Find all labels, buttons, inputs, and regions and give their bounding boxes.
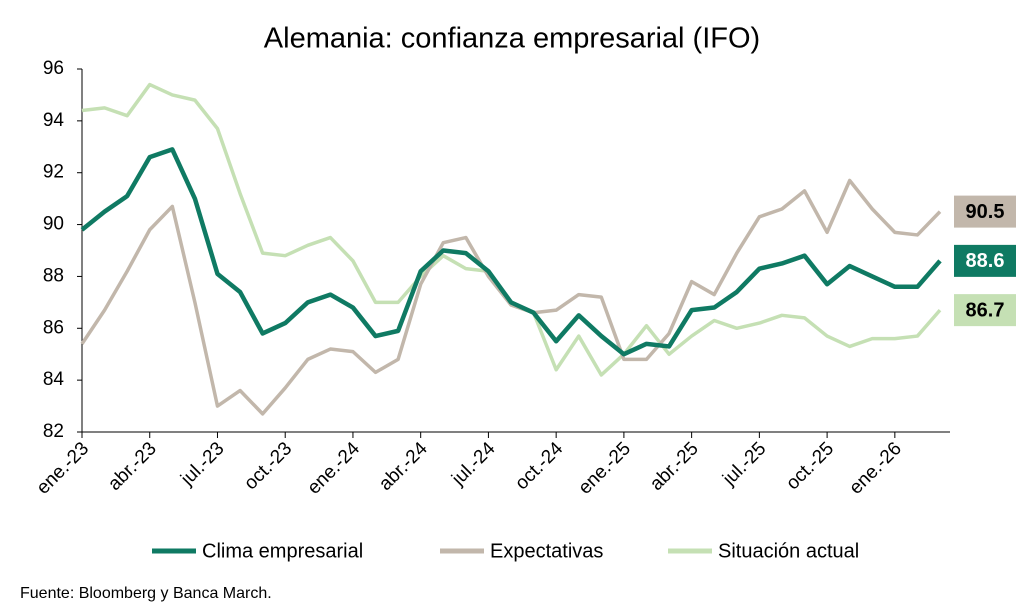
series-line <box>80 147 942 357</box>
x-tick-label: ene.-26 <box>845 438 905 498</box>
legend-label: Expectativas <box>490 540 603 562</box>
x-tick-label: jul.-24 <box>447 438 499 490</box>
x-tick-label: abr.-25 <box>646 438 703 495</box>
end-label-box <box>954 195 1016 228</box>
x-tick-label: jul.-23 <box>176 438 228 490</box>
end-label: 88.6 <box>966 250 1005 272</box>
y-tick-label: 84 <box>43 369 65 390</box>
source: Fuente: Bloomberg y Banca March. <box>20 585 272 602</box>
end-label: 90.5 <box>966 201 1005 223</box>
y-tick-label: 90 <box>43 214 64 235</box>
x-tick-label: abr.-24 <box>375 438 432 495</box>
y-tick-label: 82 <box>43 421 64 442</box>
x-tick-label: oct.-24 <box>511 438 567 494</box>
x-tick-label: oct.-25 <box>782 438 838 494</box>
series-line <box>80 178 942 416</box>
x-tick-label: ene.-25 <box>575 438 635 498</box>
y-tick-label: 86 <box>43 317 64 338</box>
end-label: 86.7 <box>966 299 1005 321</box>
y-tick-label: 92 <box>43 162 64 183</box>
end-label-box <box>954 294 1016 327</box>
x-tick-label: jul.-25 <box>718 438 770 490</box>
y-tick-label: 96 <box>43 58 64 79</box>
end-label-box <box>954 244 1016 277</box>
legend-label: Clima empresarial <box>202 540 363 562</box>
legend-label: Situación actual <box>718 540 859 562</box>
x-tick-label: ene.-23 <box>33 438 93 498</box>
series-line <box>81 82 942 377</box>
x-tick-label: ene.-24 <box>304 438 365 499</box>
chart-title: Alemania: confianza empresarial (IFO) <box>264 23 760 55</box>
x-tick-label: abr.-23 <box>104 438 161 495</box>
y-tick-label: 88 <box>43 265 64 286</box>
y-tick-label: 94 <box>43 110 65 131</box>
x-tick-label: oct.-23 <box>240 438 296 494</box>
